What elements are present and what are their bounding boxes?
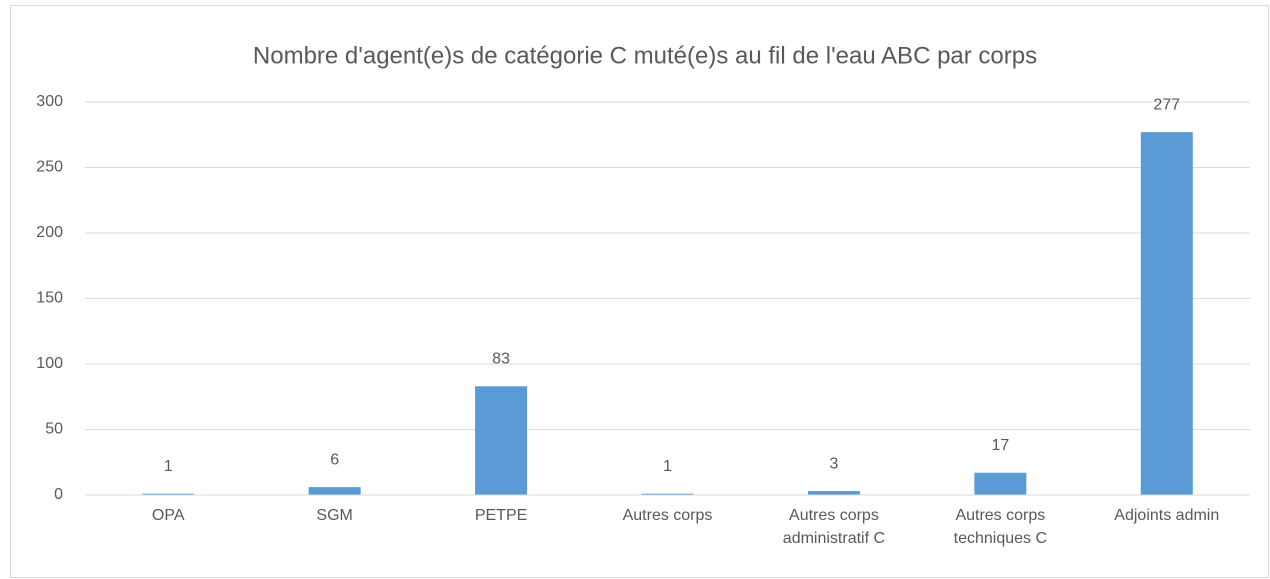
data-label: 277 bbox=[1153, 96, 1180, 113]
x-tick-label: Adjoints admin bbox=[1114, 507, 1220, 524]
bar bbox=[142, 493, 195, 495]
bar bbox=[974, 472, 1027, 495]
data-label: 1 bbox=[663, 458, 672, 475]
y-tick-label: 150 bbox=[36, 290, 63, 307]
data-label: 3 bbox=[829, 455, 838, 472]
data-label: 1 bbox=[164, 458, 173, 475]
y-tick-label: 200 bbox=[36, 224, 63, 241]
x-tick-label: OPA bbox=[151, 507, 185, 524]
chart-title: Nombre d'agent(e)s de catégorie C muté(e… bbox=[253, 42, 1037, 69]
data-label: 83 bbox=[492, 350, 510, 367]
x-tick-label: Autres corps administratif C bbox=[782, 507, 886, 547]
bar bbox=[475, 386, 528, 495]
bar bbox=[641, 493, 694, 495]
y-tick-label: 100 bbox=[36, 355, 63, 372]
x-tick-label: SGM bbox=[316, 507, 353, 524]
data-label: 17 bbox=[991, 437, 1009, 454]
x-tick-label: Autres corps techniques C bbox=[953, 507, 1048, 547]
data-label: 6 bbox=[330, 451, 339, 468]
y-tick-label: 50 bbox=[45, 421, 63, 438]
chart-border bbox=[10, 5, 1269, 578]
bar bbox=[1140, 132, 1193, 495]
x-tick-label: PETPE bbox=[474, 507, 528, 524]
y-tick-label: 250 bbox=[36, 159, 63, 176]
x-tick-label: Autres corps bbox=[622, 507, 713, 524]
bar bbox=[308, 487, 361, 495]
y-tick-label: 300 bbox=[36, 93, 63, 110]
y-tick-label: 0 bbox=[54, 486, 63, 503]
bar bbox=[807, 491, 860, 495]
